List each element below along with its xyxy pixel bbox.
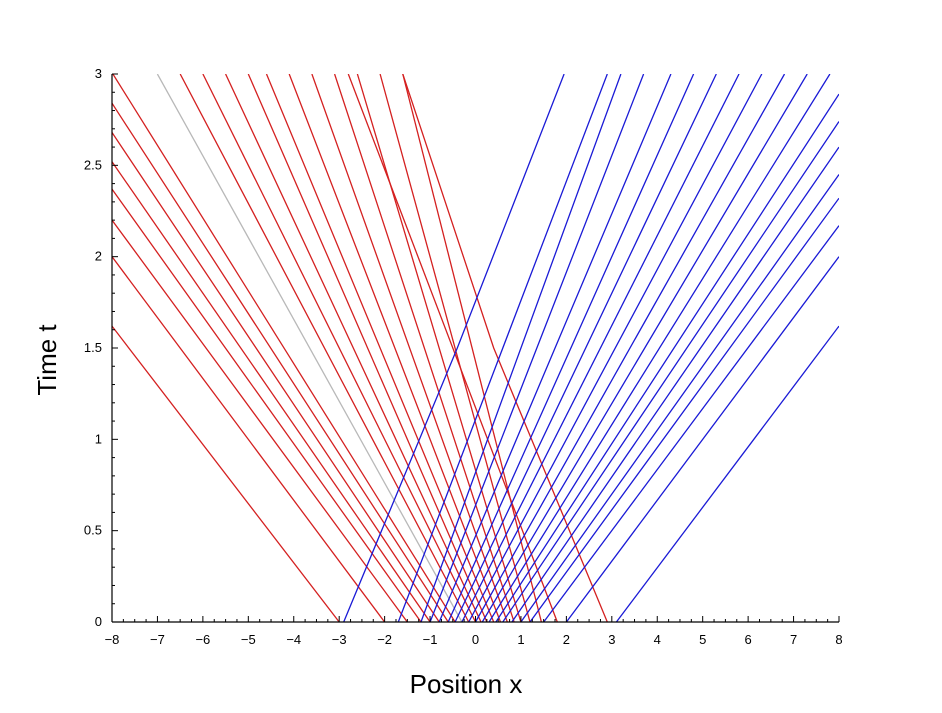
- series-line-26: [529, 197, 839, 622]
- series-line-16: [311, 74, 508, 622]
- series-line-34: [468, 74, 763, 622]
- series-line-42: [343, 74, 565, 622]
- series-line-13: [247, 74, 488, 622]
- series-line-33: [474, 74, 786, 622]
- x-tick-label: −2: [377, 632, 392, 647]
- y-axis-title: Time t: [32, 324, 62, 396]
- series-line-29: [502, 121, 839, 622]
- x-tick-label: 3: [608, 632, 615, 647]
- y-tick-label: 0: [95, 614, 102, 629]
- series-line-21: [347, 74, 558, 622]
- series-line-35: [461, 74, 740, 622]
- series-line-23: [615, 325, 839, 622]
- series-line-27: [520, 174, 839, 622]
- x-tick-label: −4: [286, 632, 301, 647]
- series-line-8: [112, 74, 456, 622]
- series-line-14: [265, 74, 495, 622]
- x-tick-label: 6: [745, 632, 752, 647]
- y-tick-label: 0.5: [84, 523, 102, 538]
- x-tick-label: 5: [699, 632, 706, 647]
- x-tick-label: −3: [332, 632, 347, 647]
- series-line-31: [488, 74, 831, 622]
- series-line-3: [112, 219, 408, 622]
- series-line-1: [112, 325, 340, 622]
- series-line-9: [156, 74, 463, 622]
- x-tick-label: 4: [654, 632, 661, 647]
- series-line-17: [333, 74, 515, 622]
- series-line-5: [112, 161, 431, 622]
- x-tick-label: −8: [105, 632, 120, 647]
- x-tick-label: 8: [835, 632, 842, 647]
- series-line-37: [447, 74, 695, 622]
- series-line-41: [397, 74, 608, 622]
- x-tick-label: −1: [423, 632, 438, 647]
- x-axis-title: Position x: [410, 669, 523, 699]
- x-tick-label: 2: [563, 632, 570, 647]
- series-line-2: [112, 256, 386, 622]
- series-line-30: [495, 93, 839, 622]
- curves-group: [112, 74, 839, 622]
- series-line-22: [402, 74, 608, 622]
- series-line-19: [379, 74, 531, 622]
- series-line-38: [438, 74, 672, 622]
- y-tick-labels: 0 0.5 1 1.5 2 2.5 3: [84, 66, 102, 629]
- x-tick-label: 1: [517, 632, 524, 647]
- series-line-25: [543, 225, 839, 622]
- series-line-11: [202, 74, 477, 622]
- x-tick-label: 7: [790, 632, 797, 647]
- x-tick-label: 0: [472, 632, 479, 647]
- series-line-6: [112, 132, 440, 622]
- series-line-28: [511, 146, 839, 622]
- series-line-40: [420, 74, 622, 622]
- y-tick-label: 3: [95, 66, 102, 81]
- series-line-18: [356, 74, 522, 622]
- y-tick-label: 2.5: [84, 157, 102, 172]
- series-line-39: [429, 74, 645, 622]
- y-tick-label: 1.5: [84, 340, 102, 355]
- series-line-7: [112, 102, 449, 622]
- series-line-10: [179, 74, 470, 622]
- x-tick-label: −5: [241, 632, 256, 647]
- series-line-12: [225, 74, 482, 622]
- x-tick-label: −6: [195, 632, 210, 647]
- series-line-36: [454, 74, 717, 622]
- series-line-4: [112, 188, 422, 622]
- series-line-32: [481, 74, 808, 622]
- y-tick-label: 2: [95, 249, 102, 264]
- x-tick-label: −7: [150, 632, 165, 647]
- y-tick-label: 1: [95, 431, 102, 446]
- series-line-20: [402, 74, 543, 622]
- ticks-group: [111, 73, 840, 623]
- series-line-24: [565, 256, 839, 622]
- x-tick-labels: −8 −7 −6 −5 −4 −3 −2 −1 0 1 2 3 4 5 6 7 8: [105, 632, 843, 647]
